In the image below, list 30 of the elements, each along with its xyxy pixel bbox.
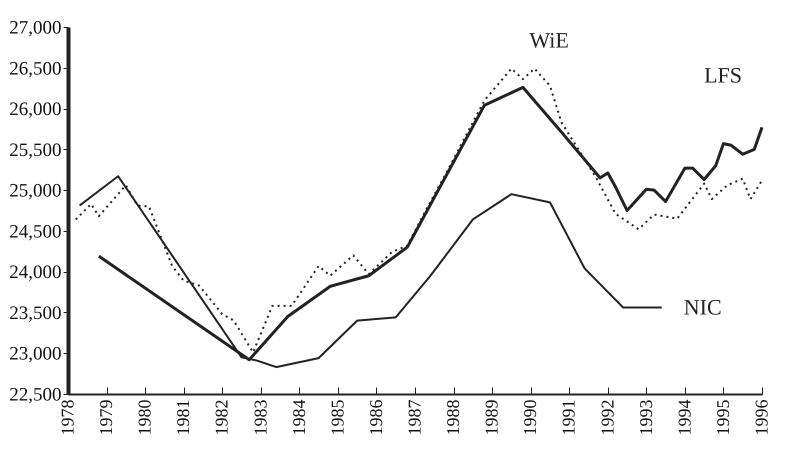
x-tick-label: 1992 — [597, 400, 618, 436]
text: LFS — [704, 62, 742, 88]
series-label: NIC — [684, 294, 722, 320]
x-tick-label: 1988 — [443, 400, 464, 436]
y-tick-label: 24,500 — [9, 221, 62, 242]
y-tick-label: 26,500 — [9, 58, 62, 80]
x-tick-label: 1987 — [404, 400, 424, 436]
y-tick-label: 25,500 — [9, 140, 62, 161]
x-tick-label: 1982 — [212, 400, 232, 436]
x-tick-label: 1979 — [96, 400, 116, 436]
x-tick-label: 1989 — [482, 400, 502, 436]
x-tick-label: 1985 — [327, 400, 348, 436]
x-tick-label: 1980 — [134, 400, 155, 436]
x-tick-label: 1993 — [636, 400, 656, 436]
y-tick-label: 27,000 — [9, 18, 62, 38]
x-tick-label: 1994 — [674, 400, 694, 436]
x-tick-label: 1986 — [366, 400, 386, 436]
x-tick-label: 1984 — [288, 400, 309, 436]
x-tick-label: 1981 — [173, 400, 194, 436]
x-tick-label: 1995 — [712, 400, 733, 436]
y-tick-label: 24,000 — [9, 262, 62, 284]
series-label: WiE — [529, 28, 569, 53]
x-tick-label: 1991 — [558, 400, 579, 436]
x-tick-label: 1990 — [520, 400, 540, 436]
x-tick-label: 1983 — [250, 400, 270, 436]
x-tick-label: 1996 — [752, 400, 772, 436]
y-tick-label: 26,000 — [9, 99, 62, 120]
y-tick-label: 23,500 — [9, 302, 62, 324]
y-tick-label: 23,000 — [9, 344, 62, 365]
y-tick-label: 25,000 — [9, 180, 62, 202]
